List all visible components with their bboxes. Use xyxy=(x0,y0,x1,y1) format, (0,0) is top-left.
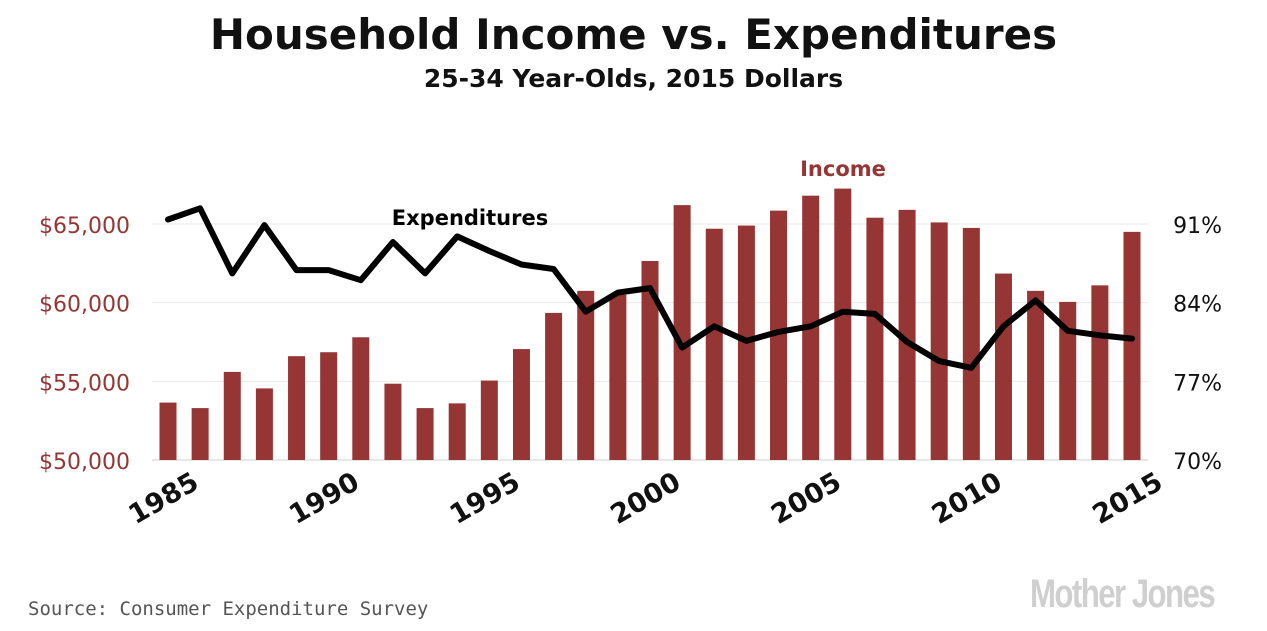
right-axis-tick-label: 84% xyxy=(1173,293,1222,318)
income-bar xyxy=(416,408,434,460)
x-axis-tick-label: 1985 xyxy=(123,466,204,530)
x-axis-tick-label: 1995 xyxy=(445,466,526,530)
income-bar xyxy=(962,227,980,460)
right-axis-tick-label: 91% xyxy=(1173,214,1222,239)
income-bars xyxy=(159,188,1141,460)
x-axis-tick-label: 2000 xyxy=(605,466,686,530)
income-bar xyxy=(673,205,691,460)
income-bar xyxy=(1091,285,1109,460)
income-annotation: Income xyxy=(800,157,886,181)
left-axis-tick-label: $60,000 xyxy=(39,293,130,318)
right-axis-tick-label: 77% xyxy=(1173,371,1222,396)
income-bar xyxy=(866,217,884,460)
income-bar xyxy=(512,349,530,460)
expenditure-line-group xyxy=(165,205,1135,371)
income-bar xyxy=(384,383,402,460)
income-bar xyxy=(480,380,498,460)
right-axis-tick-label: 70% xyxy=(1173,450,1222,475)
income-bar xyxy=(577,290,595,460)
left-axis-ticks: $50,000 $55,000 $60,000 $65,000 xyxy=(39,214,130,475)
income-bar xyxy=(352,337,370,460)
income-bar xyxy=(705,228,723,460)
income-bar xyxy=(223,371,241,460)
income-bar xyxy=(320,352,338,460)
x-axis-tick-label: 2005 xyxy=(766,466,847,530)
expenditure-line xyxy=(165,205,1135,371)
income-bar xyxy=(641,260,659,460)
chart-subtitle: 25-34 Year-Olds, 2015 Dollars xyxy=(423,64,844,93)
x-axis-tick-label: 2015 xyxy=(1087,466,1168,530)
income-bar xyxy=(994,273,1012,460)
left-axis-tick-label: $55,000 xyxy=(39,371,130,396)
income-bar xyxy=(609,294,627,460)
left-axis-tick-label: $50,000 xyxy=(39,450,130,475)
right-axis-ticks: 70% 77% 84% 91% xyxy=(1173,214,1222,475)
expenditures-annotation: Expenditures xyxy=(392,206,548,230)
income-bar xyxy=(898,209,916,460)
mother-jones-logo: Mother Jones xyxy=(1030,572,1216,616)
x-axis-ticks: 1985 1990 1995 2000 2005 2010 2015 xyxy=(123,466,1168,530)
income-bar xyxy=(1059,301,1077,460)
source-note: Source: Consumer Expenditure Survey xyxy=(28,598,429,620)
income-bar xyxy=(191,408,209,460)
left-axis-tick-label: $65,000 xyxy=(39,214,130,239)
income-bar xyxy=(930,222,948,460)
income-bar xyxy=(1027,290,1045,460)
income-bar xyxy=(255,388,273,460)
chart-title: Household Income vs. Expenditures xyxy=(209,10,1058,59)
income-bar xyxy=(159,402,177,460)
income-bar xyxy=(834,188,852,460)
x-axis-tick-label: 1990 xyxy=(284,466,365,530)
income-bar xyxy=(1123,231,1141,460)
income-bar xyxy=(545,312,563,460)
income-bar xyxy=(448,403,466,460)
x-axis-tick-label: 2010 xyxy=(927,466,1008,530)
income-bar xyxy=(288,356,306,460)
income-bar xyxy=(770,210,788,460)
